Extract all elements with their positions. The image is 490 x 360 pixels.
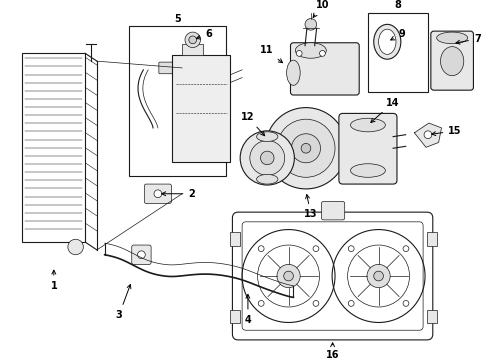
Circle shape <box>240 131 294 185</box>
Ellipse shape <box>257 174 278 184</box>
Bar <box>427 233 437 246</box>
Polygon shape <box>415 123 441 147</box>
Text: 13: 13 <box>304 195 318 219</box>
Text: 15: 15 <box>432 126 462 136</box>
Bar <box>368 13 428 92</box>
Bar <box>172 55 230 162</box>
Circle shape <box>138 251 146 258</box>
Circle shape <box>154 190 162 198</box>
Circle shape <box>189 36 196 44</box>
Text: 10: 10 <box>313 0 329 17</box>
Circle shape <box>319 50 325 56</box>
Ellipse shape <box>441 47 464 76</box>
Text: 7: 7 <box>456 34 481 44</box>
Circle shape <box>301 143 311 153</box>
Ellipse shape <box>295 43 326 58</box>
Text: 6: 6 <box>196 29 213 39</box>
Circle shape <box>296 50 302 56</box>
FancyBboxPatch shape <box>431 31 473 90</box>
Circle shape <box>277 119 335 177</box>
Ellipse shape <box>257 132 278 141</box>
Text: 4: 4 <box>245 294 251 325</box>
Ellipse shape <box>437 32 467 44</box>
Ellipse shape <box>379 29 396 54</box>
Circle shape <box>258 301 264 306</box>
Circle shape <box>313 301 319 306</box>
FancyBboxPatch shape <box>159 62 172 74</box>
Text: 5: 5 <box>174 14 181 23</box>
Ellipse shape <box>350 164 385 177</box>
Circle shape <box>250 140 285 175</box>
Circle shape <box>265 108 346 189</box>
Ellipse shape <box>350 118 385 132</box>
Circle shape <box>284 271 294 281</box>
FancyBboxPatch shape <box>291 43 359 95</box>
Bar <box>129 26 225 176</box>
FancyBboxPatch shape <box>145 184 171 203</box>
Circle shape <box>348 246 354 252</box>
Text: 12: 12 <box>241 112 265 136</box>
Text: 11: 11 <box>260 45 283 63</box>
Text: 1: 1 <box>50 270 57 291</box>
Circle shape <box>424 131 432 139</box>
FancyBboxPatch shape <box>132 245 151 264</box>
Text: 2: 2 <box>162 189 195 199</box>
Text: 3: 3 <box>116 284 131 320</box>
Bar <box>182 44 203 55</box>
Ellipse shape <box>287 60 300 85</box>
Text: 8: 8 <box>394 0 401 10</box>
Ellipse shape <box>374 24 401 59</box>
Circle shape <box>305 19 317 30</box>
FancyBboxPatch shape <box>321 202 344 220</box>
Circle shape <box>277 264 300 288</box>
Circle shape <box>367 264 390 288</box>
Circle shape <box>68 239 83 255</box>
Circle shape <box>258 246 264 252</box>
Bar <box>230 310 240 323</box>
Bar <box>23 53 85 242</box>
Bar <box>427 310 437 323</box>
Text: 16: 16 <box>326 343 340 360</box>
Circle shape <box>403 246 409 252</box>
Circle shape <box>261 151 274 165</box>
Text: 9: 9 <box>391 29 405 40</box>
Circle shape <box>292 134 320 163</box>
Circle shape <box>313 246 319 252</box>
Text: 14: 14 <box>371 98 400 122</box>
Circle shape <box>403 301 409 306</box>
Circle shape <box>185 32 200 48</box>
FancyBboxPatch shape <box>339 113 397 184</box>
Bar <box>230 233 240 246</box>
Circle shape <box>348 301 354 306</box>
Circle shape <box>374 271 383 281</box>
